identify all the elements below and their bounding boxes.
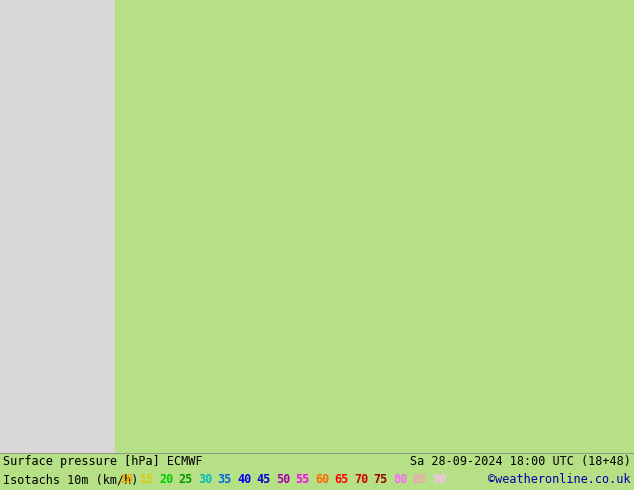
Text: 70: 70 (354, 473, 368, 486)
Text: ©weatheronline.co.uk: ©weatheronline.co.uk (489, 473, 631, 486)
FancyBboxPatch shape (0, 0, 115, 453)
Text: 55: 55 (295, 473, 310, 486)
Text: 40: 40 (237, 473, 252, 486)
Text: 90: 90 (432, 473, 446, 486)
Text: 85: 85 (413, 473, 427, 486)
Text: Surface pressure [hPa] ECMWF: Surface pressure [hPa] ECMWF (3, 455, 202, 468)
Text: Isotachs 10m (km/h): Isotachs 10m (km/h) (3, 473, 138, 486)
Text: Sa 28-09-2024 18:00 UTC (18+48): Sa 28-09-2024 18:00 UTC (18+48) (410, 455, 631, 468)
FancyBboxPatch shape (0, 0, 634, 453)
Text: 35: 35 (217, 473, 232, 486)
Text: 50: 50 (276, 473, 290, 486)
Text: 30: 30 (198, 473, 212, 486)
Text: 25: 25 (179, 473, 193, 486)
Text: 75: 75 (373, 473, 388, 486)
Text: 60: 60 (315, 473, 330, 486)
Text: 45: 45 (257, 473, 271, 486)
Text: 10: 10 (120, 473, 134, 486)
Text: 20: 20 (159, 473, 174, 486)
Text: 80: 80 (393, 473, 408, 486)
Bar (0, 453, 634, 490)
Text: 15: 15 (139, 473, 154, 486)
Text: 65: 65 (335, 473, 349, 486)
